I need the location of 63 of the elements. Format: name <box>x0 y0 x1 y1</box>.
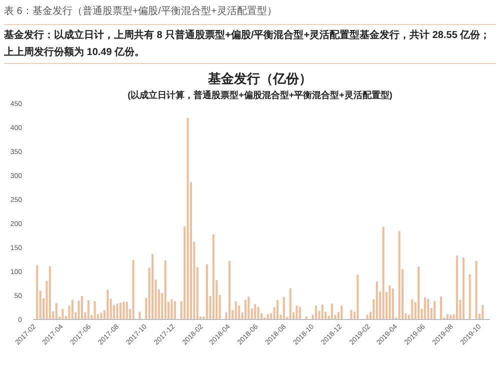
bar <box>212 234 214 319</box>
bar <box>350 310 352 319</box>
bar <box>206 264 208 319</box>
bar <box>462 258 464 319</box>
bar <box>282 296 285 319</box>
bar <box>87 300 90 319</box>
bar <box>80 296 83 319</box>
bar <box>126 302 128 319</box>
bar <box>55 303 58 319</box>
bar <box>482 305 484 319</box>
bar <box>48 266 51 319</box>
bar <box>331 304 334 319</box>
bar <box>119 302 122 319</box>
bar <box>248 296 250 319</box>
chart-title: 基金发行（亿份） <box>207 71 312 86</box>
chart-subtitle: (以成立日计算，普通股票型+偏股混合型+平衡混合型+灵活配置型) <box>128 89 392 100</box>
bar <box>450 314 452 319</box>
bar <box>71 300 74 319</box>
bar <box>388 285 391 319</box>
bar <box>418 266 420 319</box>
bar <box>116 304 118 319</box>
bar <box>228 260 230 319</box>
bar <box>340 306 343 319</box>
bar <box>164 260 166 319</box>
bar <box>289 288 292 319</box>
bar <box>276 300 279 319</box>
bar <box>468 274 471 319</box>
bar <box>392 288 394 319</box>
bar <box>376 282 378 319</box>
bar <box>94 301 96 319</box>
bar <box>398 231 400 319</box>
bar <box>244 300 246 319</box>
bar <box>321 304 324 319</box>
bar <box>440 296 442 319</box>
bar <box>427 298 430 319</box>
bar <box>122 302 125 319</box>
bar <box>132 260 134 319</box>
bar <box>314 306 317 319</box>
bar <box>298 307 301 319</box>
bar <box>138 312 141 319</box>
bar <box>475 260 478 319</box>
bar <box>382 226 384 319</box>
bar <box>152 254 154 319</box>
bar <box>100 312 102 319</box>
bar <box>411 299 414 319</box>
bar <box>446 314 448 319</box>
bar <box>424 297 426 319</box>
text: 基金发行：以成立日计，上周共有 8 只普通股票型+偏股/平衡混合型+灵活配置型基金发行，共计 28.55 亿份；上上周发行份额为 10.49 亿份。 <box>4 24 496 64</box>
bar <box>62 308 64 319</box>
text: 表 6：基金发行（普通股票型+偏股/平衡混合型+灵活配置型） <box>4 4 278 18</box>
bar <box>296 306 298 319</box>
bar <box>36 265 38 319</box>
bar <box>186 118 189 319</box>
bar <box>170 299 173 319</box>
bar <box>174 301 176 319</box>
bar <box>434 301 436 319</box>
bar <box>366 314 368 319</box>
bar <box>456 256 458 319</box>
bar <box>106 290 109 319</box>
bar <box>257 307 260 319</box>
bar <box>266 314 269 319</box>
bar <box>234 301 237 319</box>
bar <box>356 274 359 319</box>
